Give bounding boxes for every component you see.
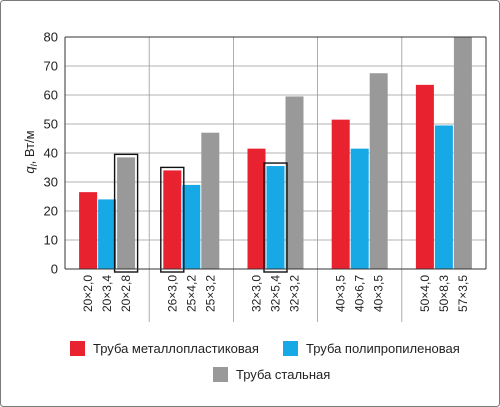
bar [331, 119, 350, 270]
bar [350, 148, 369, 269]
x-tick-label: 40×3,5 [334, 275, 348, 312]
x-tick-label: 50×4,0 [418, 275, 432, 312]
x-tick-label: 26×3,0 [165, 275, 179, 312]
legend-label: Труба стальная [236, 367, 330, 382]
y-tick-label: 70 [44, 59, 58, 74]
y-axis-label-unit: , Вт/м [22, 130, 37, 164]
bars [79, 37, 472, 270]
x-tick-labels: 20×2,0 20×3,4 20×2,8 26×3,0 25×4,2 25×3,2 32×3… [81, 275, 470, 312]
legend-swatch [70, 341, 85, 356]
bar [415, 84, 434, 269]
y-tick-label: 30 [44, 175, 58, 190]
bar [98, 199, 117, 269]
x-tick-label: 50×8,3 [437, 275, 451, 312]
y-axis-label: ql, Вт/м [22, 130, 39, 173]
y-axis-label-main: q [22, 166, 37, 174]
legend-swatch [213, 367, 228, 382]
highlight-boxes [113, 153, 288, 273]
y-tick-label: 10 [44, 233, 58, 248]
x-tick-label: 20×3,4 [100, 275, 114, 312]
x-tick-label: 32×3,2 [288, 275, 302, 312]
bar [369, 73, 388, 269]
bar [201, 132, 220, 269]
bar [453, 37, 472, 269]
x-tick-label: 40×3,5 [372, 275, 386, 312]
y-tick-label: 20 [44, 204, 58, 219]
legend-label: Труба полипропиленовая [306, 341, 460, 356]
bar [182, 184, 201, 269]
highlight-box [263, 162, 288, 273]
y-tick-label: 60 [44, 88, 58, 103]
y-axis-label-sub: l [29, 163, 39, 166]
bar [285, 96, 304, 269]
bar [266, 166, 285, 269]
y-tick-labels: 0 10 20 30 40 50 60 70 80 [44, 30, 58, 277]
x-tick-label: 32×5,4 [269, 275, 283, 312]
bar [163, 170, 182, 269]
y-tick-label: 80 [44, 30, 58, 45]
legend-swatch [283, 341, 298, 356]
x-tick-label: 40×6,7 [353, 275, 367, 312]
highlight-box [113, 153, 139, 273]
legend-label: Труба металлопластиковая [93, 341, 259, 356]
x-tick-label: 25×4,2 [184, 275, 198, 312]
bar [434, 125, 453, 269]
axes [64, 36, 487, 270]
x-tick-label: 25×3,2 [203, 275, 217, 312]
x-tick-label: 20×2,0 [81, 275, 95, 312]
y-tick-label: 50 [44, 117, 58, 132]
bar [247, 148, 266, 269]
bar [79, 192, 98, 269]
legend: Труба металлопластиковая Труба полипропил… [70, 341, 460, 382]
x-tick-label: 32×3,0 [250, 275, 264, 312]
y-tick-label: 40 [44, 146, 58, 161]
highlight-box [160, 166, 185, 273]
y-tick-label: 0 [51, 262, 58, 277]
bar [117, 157, 136, 269]
x-tick-label: 57×3,5 [456, 275, 470, 312]
x-tick-label: 20×2,8 [119, 275, 133, 312]
